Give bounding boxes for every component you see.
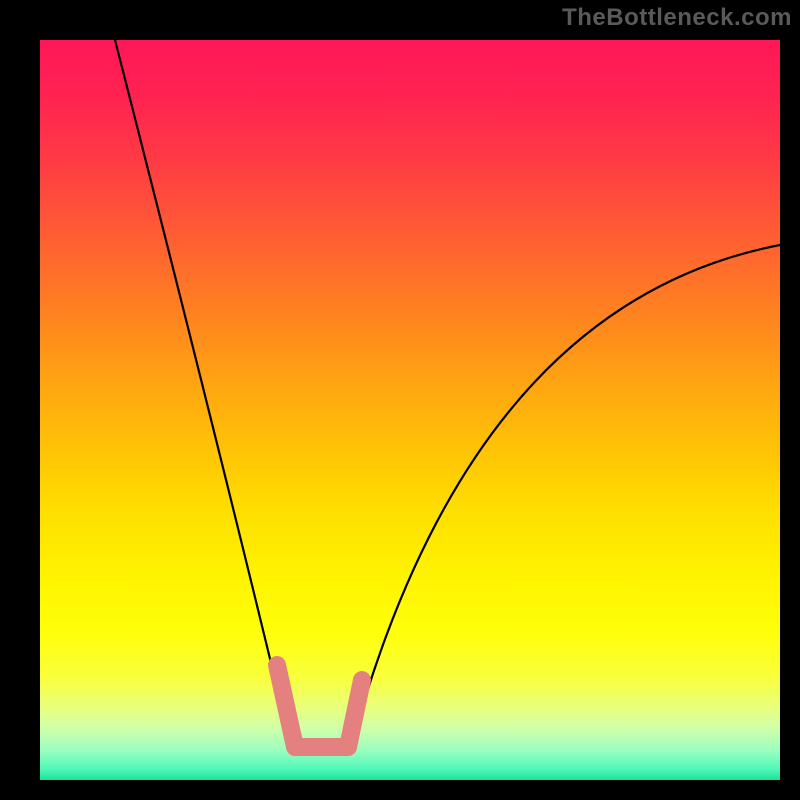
bottleneck-curve: [115, 40, 780, 750]
plot-area: [40, 40, 780, 780]
optimal-zone-marker: [277, 665, 362, 747]
watermark-text: TheBottleneck.com: [562, 4, 792, 32]
chart-container: TheBottleneck.com: [0, 0, 800, 800]
curve-overlay: [40, 40, 780, 780]
